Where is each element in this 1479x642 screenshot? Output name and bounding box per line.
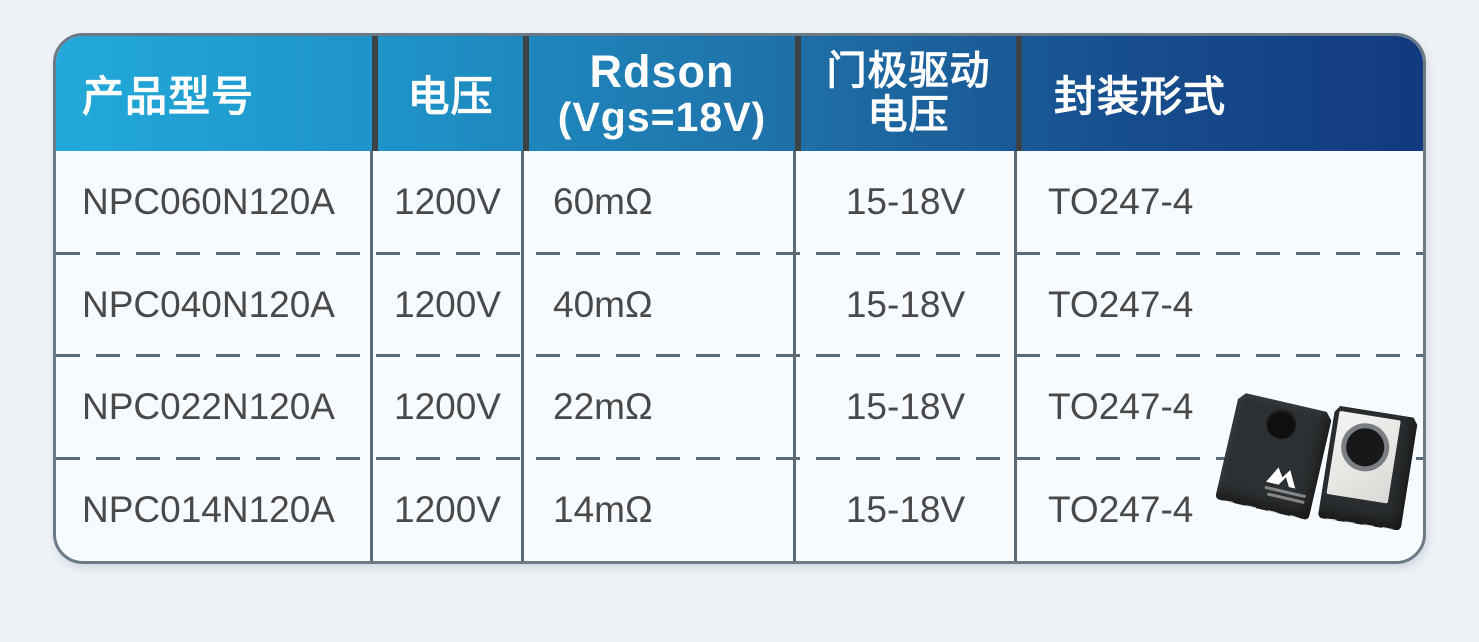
header-label: 封装形式 bbox=[1054, 73, 1227, 120]
header-gate-drive-voltage: 门极驱动 电压 bbox=[795, 36, 1016, 151]
header-label: Rdson bbox=[589, 45, 735, 97]
cell-voltage: 1200V bbox=[394, 181, 501, 223]
header-label: 产品型号 bbox=[82, 73, 255, 120]
cell-rdson: 14mΩ bbox=[553, 488, 653, 530]
cell-voltage: 1200V bbox=[394, 488, 501, 530]
row-divider-dashed bbox=[56, 457, 1423, 460]
cell-model: NPC022N120A bbox=[82, 386, 335, 428]
cell-gate-drive: 15-18V bbox=[845, 386, 966, 428]
table-body: NPC060N120A 1200V 60mΩ 15-18V TO247-4 NP… bbox=[56, 151, 1423, 561]
header-label: 门极驱动 bbox=[826, 49, 991, 94]
header-label: 电压 bbox=[407, 73, 494, 120]
cell-gate-drive: 15-18V bbox=[845, 488, 966, 530]
header-voltage: 电压 bbox=[372, 36, 523, 151]
cell-package: TO247-4 bbox=[1048, 283, 1194, 325]
cell-package: TO247-4 bbox=[1048, 181, 1194, 223]
cell-model: NPC014N120A bbox=[82, 488, 335, 530]
row-divider-dashed bbox=[56, 354, 1423, 357]
table-header-row: 产品型号 电压 Rdson (Vgs=18V) 门极驱动 电压 封装形式 bbox=[56, 36, 1423, 151]
cell-rdson: 60mΩ bbox=[553, 181, 653, 223]
header-package-type: 封装形式 bbox=[1016, 36, 1423, 151]
product-table-card: 产品型号 电压 Rdson (Vgs=18V) 门极驱动 电压 封装形式 bbox=[53, 33, 1426, 564]
header-sublabel: (Vgs=18V) bbox=[557, 93, 767, 140]
cell-model: NPC060N120A bbox=[82, 181, 335, 223]
header-product-model: 产品型号 bbox=[56, 36, 372, 151]
header-sublabel: 电压 bbox=[867, 92, 950, 137]
cell-gate-drive: 15-18V bbox=[845, 181, 966, 223]
cell-package: TO247-4 bbox=[1048, 386, 1194, 428]
cell-model: NPC040N120A bbox=[82, 283, 335, 325]
cell-voltage: 1200V bbox=[394, 386, 501, 428]
table-rows: NPC060N120A 1200V 60mΩ 15-18V TO247-4 NP… bbox=[56, 151, 1423, 561]
cell-voltage: 1200V bbox=[394, 283, 501, 325]
cell-package: TO247-4 bbox=[1048, 488, 1194, 530]
cell-rdson: 22mΩ bbox=[553, 386, 653, 428]
cell-gate-drive: 15-18V bbox=[845, 283, 966, 325]
header-rdson: Rdson (Vgs=18V) bbox=[523, 36, 795, 151]
cell-rdson: 40mΩ bbox=[553, 283, 653, 325]
row-divider-dashed bbox=[56, 252, 1423, 255]
